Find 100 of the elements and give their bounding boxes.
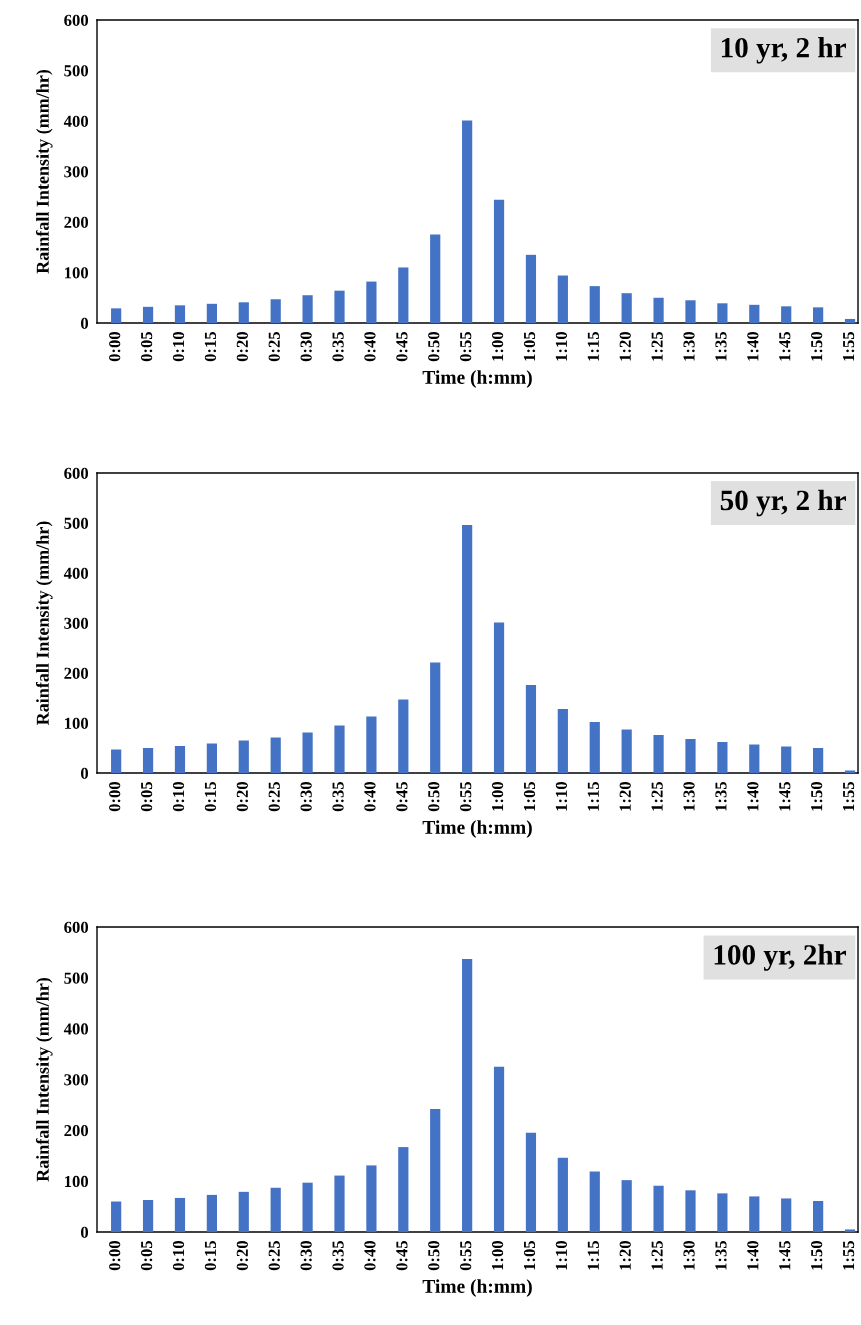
x-tick-label: 0:40 bbox=[364, 781, 376, 812]
x-tick-label: 0:45 bbox=[396, 781, 408, 812]
bar bbox=[206, 1194, 217, 1232]
x-tick-label: 0:00 bbox=[109, 781, 121, 812]
y-tick-label: 400 bbox=[63, 1023, 89, 1035]
x-tick-label: 1:00 bbox=[491, 781, 504, 811]
bar bbox=[462, 959, 473, 1232]
x-tick-label: 1:25 bbox=[651, 1240, 663, 1270]
y-axis-title: Rainfall Intensity (mm/hr) bbox=[35, 69, 53, 274]
bar bbox=[685, 739, 696, 773]
bar bbox=[493, 199, 505, 323]
bar bbox=[589, 1171, 600, 1232]
x-tick-label: 1:50 bbox=[811, 1240, 823, 1270]
bar bbox=[781, 746, 792, 773]
bar bbox=[111, 1201, 122, 1232]
bar bbox=[685, 1190, 696, 1232]
y-tick-label: 200 bbox=[64, 216, 89, 228]
x-tick-label: 1:30 bbox=[683, 1240, 695, 1270]
bar bbox=[621, 293, 632, 323]
bar bbox=[398, 267, 409, 323]
bar bbox=[717, 303, 728, 323]
bar bbox=[111, 749, 122, 773]
bar bbox=[366, 716, 377, 773]
x-tick-label: 0:20 bbox=[236, 1240, 249, 1271]
x-tick-label: 1:15 bbox=[587, 781, 600, 811]
y-tick-label: 0 bbox=[80, 767, 89, 779]
bar bbox=[111, 308, 122, 323]
x-axis-title: Time (h:mm) bbox=[422, 820, 532, 838]
bar bbox=[238, 740, 249, 773]
y-tick-label: 300 bbox=[64, 166, 89, 178]
x-tick-label: 1:35 bbox=[715, 331, 727, 361]
y-tick-label: 400 bbox=[63, 115, 89, 127]
x-tick-label: 0:10 bbox=[172, 1240, 185, 1271]
x-tick-label: 0:30 bbox=[300, 331, 312, 362]
bar bbox=[366, 281, 377, 323]
x-tick-label: 1:10 bbox=[555, 331, 568, 361]
bar bbox=[813, 307, 824, 323]
x-tick-label: 1:55 bbox=[843, 1240, 855, 1270]
bar bbox=[621, 1180, 632, 1232]
y-tick-label: 500 bbox=[64, 972, 89, 984]
bar bbox=[174, 305, 186, 323]
x-tick-label: 0:00 bbox=[109, 331, 121, 362]
x-tick-label: 0:55 bbox=[460, 331, 472, 362]
bar bbox=[844, 1229, 856, 1232]
bar bbox=[589, 722, 600, 773]
bar bbox=[813, 1200, 824, 1232]
bar bbox=[525, 1132, 537, 1232]
y-tick-label: 400 bbox=[63, 567, 89, 579]
bar bbox=[525, 685, 537, 773]
x-tick-label: 0:35 bbox=[332, 331, 344, 362]
x-tick-label: 1:20 bbox=[619, 781, 631, 811]
text: 100 yr, 2hr bbox=[714, 944, 846, 971]
x-tick-label: 1:45 bbox=[779, 1240, 791, 1270]
bar bbox=[749, 1196, 760, 1232]
x-tick-label: 1:55 bbox=[843, 331, 855, 361]
y-tick-label: 600 bbox=[64, 921, 89, 933]
bar bbox=[142, 748, 154, 773]
x-tick-label: 1:45 bbox=[779, 331, 791, 361]
bar bbox=[206, 743, 217, 773]
x-tick-label: 0:40 bbox=[364, 331, 376, 362]
x-tick-label: 0:05 bbox=[140, 781, 153, 812]
bar bbox=[653, 735, 664, 773]
y-tick-label: 600 bbox=[64, 14, 89, 26]
bar bbox=[302, 295, 313, 323]
x-tick-label: 0:45 bbox=[396, 331, 408, 362]
bar bbox=[398, 699, 409, 773]
x-tick-label: 0:50 bbox=[428, 781, 440, 812]
bar bbox=[206, 303, 217, 323]
y-tick-label: 500 bbox=[64, 517, 89, 529]
y-tick-label: 500 bbox=[64, 65, 89, 77]
x-tick-label: 1:35 bbox=[715, 1240, 727, 1270]
x-tick-label: 0:35 bbox=[332, 1240, 344, 1271]
bar bbox=[844, 318, 856, 323]
y-tick-label: 100 bbox=[65, 267, 89, 279]
x-tick-label: 1:00 bbox=[491, 331, 504, 361]
x-tick-label: 0:05 bbox=[140, 331, 153, 362]
bar bbox=[302, 1182, 313, 1232]
y-axis-title: Rainfall Intensity (mm/hr) bbox=[35, 521, 53, 725]
x-tick-label: 0:05 bbox=[140, 1240, 153, 1271]
x-tick-label: 0:55 bbox=[460, 781, 472, 812]
bar bbox=[717, 742, 728, 773]
x-tick-label: 0:45 bbox=[396, 1240, 408, 1271]
bar bbox=[749, 744, 760, 773]
x-tick-label: 0:20 bbox=[236, 331, 249, 362]
y-tick-label: 100 bbox=[65, 717, 89, 729]
x-tick-label: 0:50 bbox=[428, 1240, 440, 1271]
bar bbox=[238, 1191, 249, 1232]
y-tick-label: 300 bbox=[64, 1074, 89, 1086]
x-tick-label: 1:45 bbox=[779, 781, 791, 811]
bar bbox=[174, 1197, 186, 1232]
x-tick-label: 0:00 bbox=[109, 1240, 121, 1271]
bar bbox=[525, 254, 537, 323]
x-tick-label: 0:20 bbox=[236, 781, 249, 812]
y-tick-label: 600 bbox=[64, 467, 89, 479]
x-tick-label: 0:10 bbox=[172, 781, 185, 812]
bar bbox=[334, 1175, 345, 1232]
x-tick-label: 1:20 bbox=[619, 331, 631, 361]
bar bbox=[174, 746, 186, 773]
x-tick-label: 1:05 bbox=[523, 1240, 536, 1270]
x-tick-label: 1:05 bbox=[523, 331, 536, 361]
